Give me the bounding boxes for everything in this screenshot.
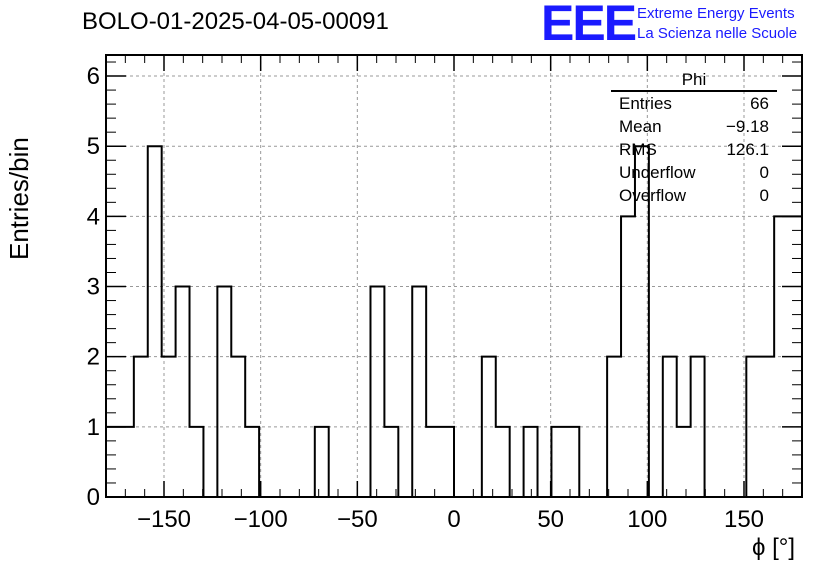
y-tick-label: 3 [87,274,100,301]
histogram-bar [426,427,440,497]
histogram-bar [106,427,120,497]
histogram-bar [217,287,231,497]
stats-value: 126.1 [726,140,769,159]
histogram-bar [551,427,565,497]
histogram-bar [384,427,398,497]
histogram-bar [482,357,496,497]
histogram-bar [440,427,454,497]
stats-row: RMS 126.1 [611,138,777,161]
stats-value: 66 [750,94,769,113]
stats-label: Entries [619,94,672,113]
x-tick-label: 100 [627,506,667,533]
stats-row: Underflow 0 [611,161,777,184]
histogram-bar [677,427,691,497]
x-tick-label: 150 [724,506,764,533]
stats-label: RMS [619,140,657,159]
y-tick-label: 0 [87,484,100,511]
histogram-bar [496,427,510,497]
stats-box: Phi Entries 66 Mean −9.18 RMS 126.1 Underflow 0… [611,70,777,207]
histogram-bar [370,287,384,497]
x-tick-label: 50 [537,506,564,533]
histogram-bar [120,427,134,497]
histogram-bar [245,427,259,497]
y-tick-label: 5 [87,133,100,160]
histogram-bar [565,427,579,497]
histogram-bar [134,357,148,497]
y-tick-label: 2 [87,344,100,371]
histogram-bar [524,427,538,497]
stats-value: 0 [759,163,769,182]
histogram-bar [315,427,329,497]
y-tick-label: 6 [87,63,100,90]
x-tick-label: 0 [447,506,460,533]
histogram-bar [176,287,190,497]
logo-caption: Extreme Energy Events La Scienza nelle S… [637,4,797,44]
stats-label: Overflow [619,186,687,205]
chart-title: BOLO-01-2025-04-05-00091 [82,8,389,35]
x-tick-label: −150 [137,506,191,533]
stats-row: Entries 66 [611,92,777,115]
y-tick-label: 4 [87,203,100,230]
logo-line-1: Extreme Energy Events [637,5,795,22]
histogram-bar [412,287,426,497]
stats-value: 0 [759,186,769,205]
stats-title: Phi [611,70,777,92]
x-tick-label: −100 [234,506,288,533]
stats-row: Mean −9.18 [611,115,777,138]
x-axis-label: ϕ [°] [752,534,796,561]
x-tick-label: −50 [337,506,378,533]
stats-label: Underflow [619,163,696,182]
histogram-bar [148,146,162,497]
stats-label: Mean [619,117,662,136]
logo-line-2: La Scienza nelle Scuole [637,25,798,42]
eee-logo: EEE [541,0,637,51]
stats-row: Overflow 0 [611,184,777,207]
stats-value: −9.18 [725,117,769,136]
histogram-bar [190,427,204,497]
y-tick-label: 1 [87,414,100,441]
